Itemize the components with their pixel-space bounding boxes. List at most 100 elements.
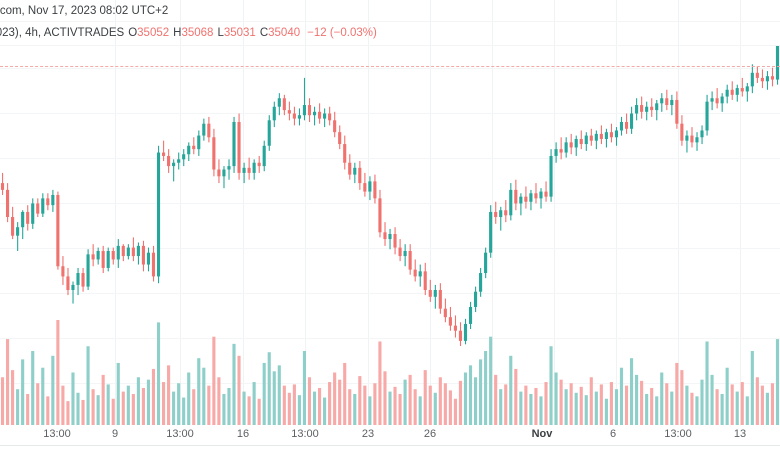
volume-bar xyxy=(403,379,407,425)
volume-bar xyxy=(5,339,10,425)
volume-bar xyxy=(398,393,402,425)
ohlc-low: L35031 xyxy=(217,27,255,39)
candle-body xyxy=(156,152,161,277)
candlestick-series xyxy=(0,46,780,346)
volume-bar xyxy=(448,390,452,425)
candle-wick xyxy=(223,166,225,189)
volume-bar xyxy=(0,377,5,425)
volume-bar xyxy=(393,386,397,425)
candle-wick xyxy=(535,183,537,204)
candle-body xyxy=(297,115,301,119)
volume-bar xyxy=(373,383,377,425)
volume-bar xyxy=(468,365,473,425)
candle-body xyxy=(257,162,261,167)
volume-bar xyxy=(41,367,45,425)
candle-body xyxy=(116,245,120,260)
candle-body xyxy=(569,142,573,148)
volume-bar xyxy=(418,396,422,425)
candle-body xyxy=(725,89,729,97)
volume-bar xyxy=(569,383,573,425)
volume-bar xyxy=(222,393,226,425)
candle-body xyxy=(167,155,171,167)
candle-body xyxy=(111,250,115,260)
volume-bar xyxy=(463,372,468,425)
candle-body xyxy=(202,123,206,136)
vertical-gridline xyxy=(368,0,369,425)
symbol-info-line: ec 2023), 4h, ACTIVTRADESO35052H35068L35… xyxy=(0,27,377,39)
candle-body xyxy=(36,203,40,214)
candle-body xyxy=(282,98,286,111)
candle-body xyxy=(247,167,251,173)
candle-body xyxy=(343,144,347,163)
candle-wick xyxy=(716,88,718,109)
volume-bar xyxy=(624,385,629,425)
volume-bar xyxy=(106,384,110,425)
volume-bar xyxy=(126,385,130,425)
volume-bar xyxy=(705,341,709,425)
header-divider-bottom xyxy=(0,45,780,46)
candle-body xyxy=(775,46,780,80)
chart-pane[interactable] xyxy=(0,46,780,425)
candle-body xyxy=(418,271,422,277)
volume-bar xyxy=(71,372,75,425)
candle-wick xyxy=(303,77,306,121)
candle-body xyxy=(599,133,603,139)
candle-body xyxy=(26,211,30,224)
candle-body xyxy=(685,135,689,141)
vertical-gridline xyxy=(554,0,555,425)
candle-body xyxy=(760,77,764,82)
x-axis-tick-label: 26 xyxy=(423,428,437,440)
volume-bar xyxy=(11,370,15,425)
candle-body xyxy=(131,247,135,257)
candle-body xyxy=(730,89,734,95)
candle-body xyxy=(378,198,382,233)
candle-body xyxy=(700,130,704,138)
volume-bar xyxy=(16,389,20,425)
candle-body xyxy=(71,284,75,290)
volume-bar xyxy=(277,365,281,425)
volume-bar xyxy=(207,385,211,425)
candle-body xyxy=(660,98,664,104)
candle-wick xyxy=(72,281,74,304)
candle-body xyxy=(655,103,659,111)
volume-bar xyxy=(665,383,669,425)
volume-bar xyxy=(282,385,286,425)
candle-body xyxy=(126,247,130,257)
candle-body xyxy=(574,138,578,148)
candle-body xyxy=(468,306,473,324)
candle-body xyxy=(765,76,769,82)
ohlc-close-value: 35040 xyxy=(268,27,301,39)
volume-bar xyxy=(96,395,100,425)
candle-body xyxy=(594,133,598,141)
candle-wick xyxy=(314,106,316,126)
volume-bar xyxy=(343,362,347,425)
candle-body xyxy=(604,132,608,139)
vertical-gridline xyxy=(616,0,617,425)
x-axis[interactable]: 13:00 9 13:00 16 13:00 23 26 Nov 6 13:00 13 xyxy=(0,425,780,470)
volume-bar xyxy=(489,336,493,425)
horizontal-gridline xyxy=(0,158,780,159)
ohlc-low-key: L xyxy=(217,27,224,39)
candle-body xyxy=(670,99,674,106)
candle-body xyxy=(31,203,35,224)
volume-bar xyxy=(297,395,301,425)
volume-bar xyxy=(192,389,196,425)
candle-body xyxy=(348,162,352,175)
candle-body xyxy=(307,105,312,116)
candle-body xyxy=(624,122,629,129)
volume-bar xyxy=(177,383,181,425)
candle-body xyxy=(504,210,508,216)
candle-wick xyxy=(741,77,743,97)
volume-bar xyxy=(755,377,759,425)
candle-body xyxy=(81,273,85,287)
ohlc-close-key: C xyxy=(259,27,269,39)
volume-bar xyxy=(378,341,382,425)
volume-bar xyxy=(202,367,206,425)
candle-body xyxy=(403,250,407,257)
candle-body xyxy=(141,245,145,265)
volume-bar xyxy=(227,388,231,425)
candle-body xyxy=(227,166,231,170)
candle-body xyxy=(96,250,100,260)
volume-bar xyxy=(257,398,261,425)
candle-body xyxy=(443,308,447,318)
